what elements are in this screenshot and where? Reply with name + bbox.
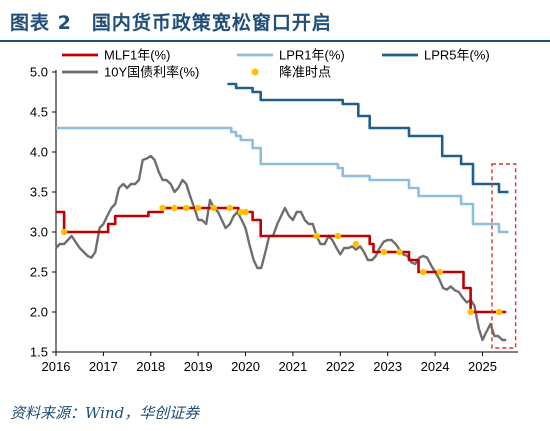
y-tick-label: 2.5 — [30, 265, 48, 280]
rrr-cut-dot — [242, 208, 249, 216]
rrr-cut-dot — [194, 204, 202, 212]
highlight-box-layer — [491, 163, 517, 349]
rrr-cut-dot — [210, 204, 217, 212]
x-tick-label: 2016 — [42, 359, 71, 374]
title-bar: 图表 2 国内货币政策宽松窗口开启 — [0, 0, 550, 42]
legend-10y-bond-label: 10Y国债利率(%) — [104, 65, 199, 80]
x-tick-label: 2023 — [373, 359, 402, 374]
y-tick-label: 2.0 — [30, 305, 48, 320]
rrr-cut-dot — [183, 204, 190, 212]
x-tick-label: 2019 — [184, 359, 213, 374]
series-10y-bond — [55, 154, 507, 342]
legend-lpr1y-label: LPR1年(%) — [279, 48, 345, 63]
rrr-cut-dot — [237, 208, 244, 216]
legend: MLF1年(%) LPR1年(%) LPR5年(%) 10Y国债利率(%) 降准时点 — [62, 48, 490, 80]
legend-mlf1y-label: MLF1年(%) — [104, 48, 170, 63]
x-tick-label: 2020 — [231, 359, 260, 374]
x-tick-label: 2018 — [136, 359, 165, 374]
x-tick-label: 2024 — [421, 359, 450, 374]
rrr-cut-dot — [226, 204, 234, 212]
rrr-cut-dot — [467, 308, 474, 316]
x-tick-label: 2017 — [89, 359, 118, 374]
rrr-cut-dot — [380, 248, 388, 256]
rrr-cut-dot — [334, 232, 342, 240]
x-tick-label: 2021 — [278, 359, 307, 374]
rrr-cut-dot — [396, 248, 403, 256]
series-mlf1y — [56, 206, 507, 314]
rrr-cut-dot — [436, 268, 444, 276]
series-lpr5y — [227, 82, 509, 194]
y-tick-label: 3.0 — [30, 225, 48, 240]
chart-title: 图表 2 国内货币政策宽松窗口开启 — [10, 12, 332, 34]
y-tick-label: 1.5 — [30, 345, 48, 360]
legend-rrr-cut-swatch — [251, 68, 259, 76]
rrr-cut-dot — [420, 268, 427, 276]
title-rule — [0, 40, 550, 42]
rrr-cut-dot — [313, 232, 320, 240]
y-tick-label: 5.0 — [30, 65, 48, 80]
x-tick-label: 2022 — [326, 359, 355, 374]
rrr-cut-dot — [60, 228, 68, 236]
y-tick-label: 4.5 — [30, 105, 48, 120]
highlight-box — [491, 163, 517, 349]
series-lpr1y — [56, 126, 509, 234]
rrr-cut-dot — [159, 204, 166, 212]
rrr-cut-dot — [352, 240, 360, 248]
rrr-cut-dots — [60, 204, 503, 316]
rrr-cut-dot — [171, 204, 178, 212]
x-tick-label: 2025 — [468, 359, 497, 374]
y-tick-label: 4.0 — [30, 145, 48, 160]
legend-rrr-cut-label: 降准时点 — [279, 65, 331, 80]
rrr-cut-dot — [495, 308, 503, 316]
legend-lpr5y-label: LPR5年(%) — [424, 48, 490, 63]
source-note: 资料来源：Wind，华创证券 — [10, 404, 200, 422]
y-tick-label: 3.5 — [30, 185, 48, 200]
series-layer — [55, 82, 509, 342]
